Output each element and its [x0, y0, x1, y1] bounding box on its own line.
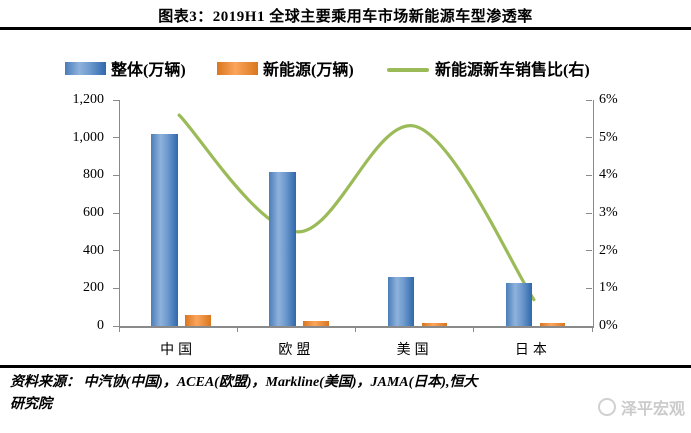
x-axis-tickmark	[118, 326, 120, 332]
right-axis-tick-label: 2%	[599, 242, 618, 258]
x-axis-tickmark	[355, 326, 356, 332]
right-axis-tickmark	[586, 212, 592, 214]
left-axis-tickmark	[113, 137, 119, 139]
total-bar-swatch-icon	[65, 62, 106, 75]
nev-bar	[421, 322, 447, 326]
right-axis-tick-label: 6%	[599, 92, 618, 107]
right-axis-tickmark	[586, 325, 592, 327]
nev-bar	[303, 321, 329, 326]
source-line-1: 资料来源： 中汽协(中国)，ACEA(欧盟)，Markline(美国)，JAMA…	[10, 375, 478, 390]
source-rule	[0, 365, 691, 368]
plot-area	[119, 100, 594, 328]
penetration-line-svg	[177, 113, 536, 302]
total-bar	[151, 133, 178, 326]
left-axis-tickmark	[113, 174, 119, 176]
left-axis-tickmark	[113, 212, 119, 214]
left-axis-tick-label: 1,000	[72, 129, 105, 145]
nev-bar	[185, 314, 211, 326]
x-axis-tickmark	[473, 326, 475, 332]
right-axis-tickmark	[586, 99, 592, 101]
right-axis-tick-label: 4%	[599, 167, 618, 183]
left-axis-tickmark	[113, 325, 119, 327]
x-axis-tickmark	[591, 326, 593, 332]
x-axis-tickmark	[236, 326, 238, 332]
left-axis-tick-label: 0	[97, 318, 104, 333]
legend-label-penetration: 新能源新车销售比(右)	[435, 62, 590, 79]
right-axis-tickmark	[586, 250, 592, 252]
right-axis-tickmark	[586, 137, 592, 139]
left-axis-tick-label: 200	[83, 280, 104, 296]
right-axis-tick-label: 1%	[599, 280, 618, 296]
legend-label-nev: 新能源(万辆)	[263, 62, 354, 79]
nev-bar-swatch-icon	[217, 62, 258, 75]
title-rule	[0, 27, 691, 30]
watermark-text: 泽平宏观	[620, 401, 685, 418]
penetration-line	[177, 113, 536, 302]
zeping-logo-icon	[597, 398, 616, 416]
total-bar	[505, 282, 533, 326]
left-axis-tickmark	[113, 99, 119, 101]
source-text: 资料来源： 中汽协(中国)，ACEA(欧盟)，Markline(美国)，JAMA…	[10, 372, 670, 416]
legend-label-total: 整体(万辆)	[111, 62, 186, 79]
left-axis-tickmark	[113, 250, 119, 252]
left-axis-tick-label: 400	[83, 242, 104, 258]
right-axis-tickmark	[586, 174, 592, 176]
right-axis-tickmark	[586, 287, 592, 289]
left-axis-tickmark	[113, 287, 119, 289]
nev-bar	[539, 323, 566, 326]
total-bar	[269, 171, 296, 326]
x-axis-category-label: 中国	[160, 343, 197, 358]
left-axis-tick-label: 1,200	[72, 92, 105, 107]
left-axis-tick-label: 800	[83, 167, 104, 183]
right-axis-tick-label: 5%	[599, 129, 618, 145]
total-bar	[387, 277, 414, 326]
left-axis-tick-label: 600	[83, 205, 104, 220]
x-axis-category-label: 美国	[396, 343, 433, 358]
source-line-2: 研究院	[10, 397, 52, 412]
watermark: 泽平宏观	[597, 395, 685, 419]
x-axis-category-label: 欧盟	[278, 343, 315, 358]
penetration-line-swatch-icon	[387, 68, 429, 72]
right-axis-tick-label: 3%	[599, 205, 618, 220]
right-axis-tick-label: 0%	[599, 318, 618, 333]
x-axis-category-label: 日本	[514, 343, 551, 358]
figure-title: 图表3：2019H1 全球主要乘用车市场新能源车型渗透率	[158, 9, 533, 25]
